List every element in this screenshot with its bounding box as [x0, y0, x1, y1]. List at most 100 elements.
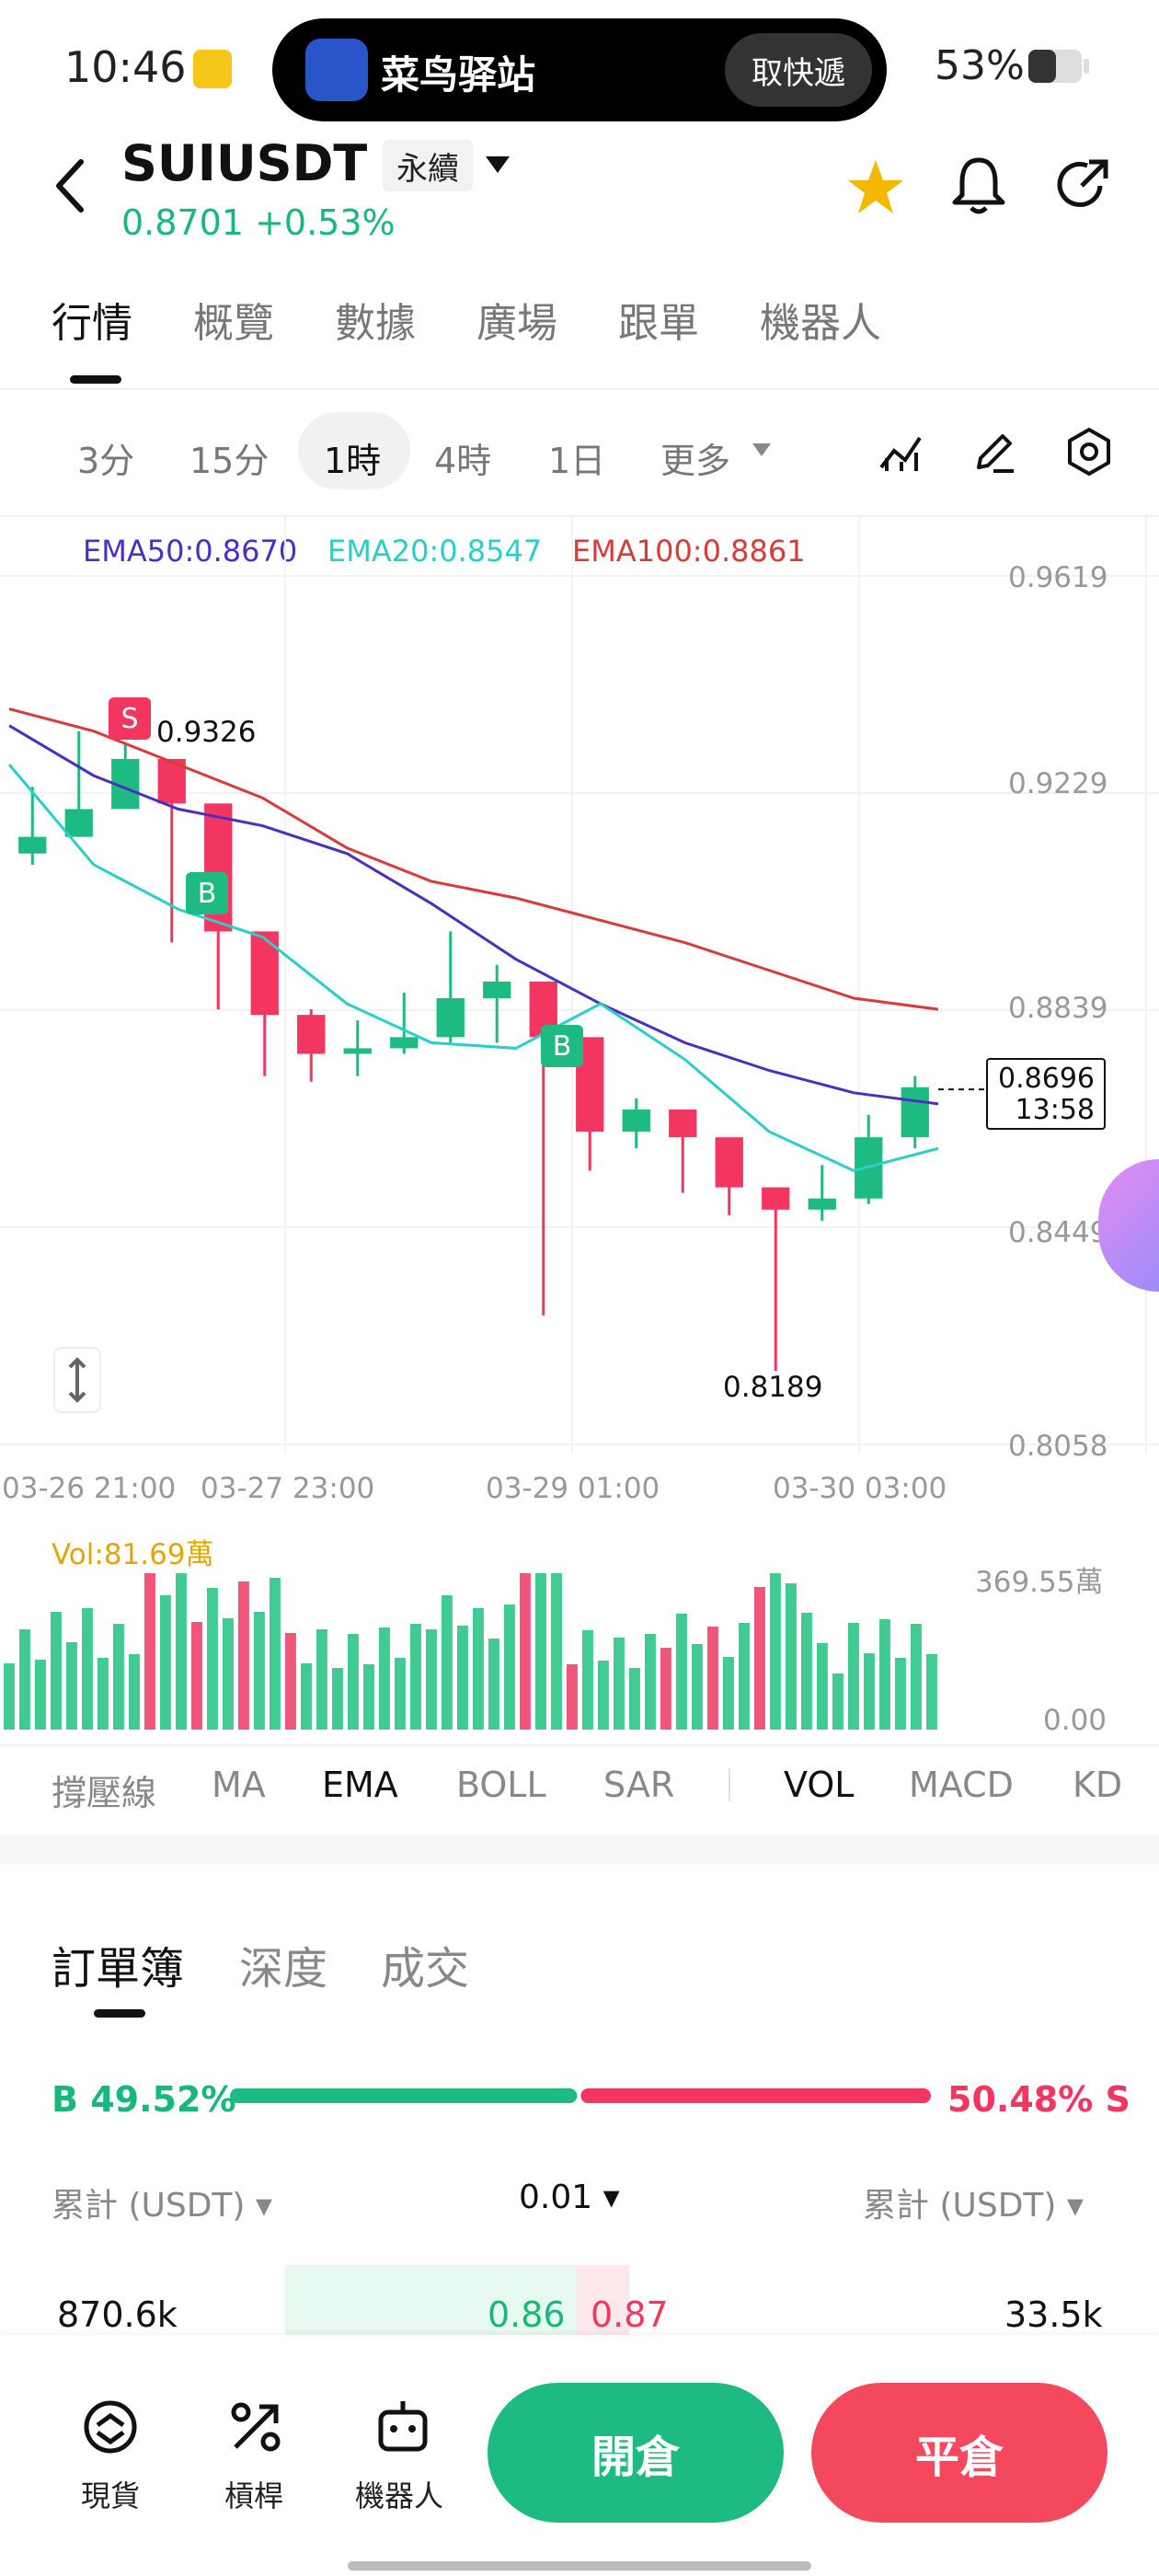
ask-depth-bar: [576, 2265, 629, 2337]
tab-copy-trading[interactable]: 跟單: [618, 300, 699, 347]
candle-body: [343, 1048, 372, 1054]
battery-icon: [1028, 50, 1089, 83]
volume-tick: 369.55萬: [975, 1566, 1104, 1599]
volume-bar: [457, 1626, 468, 1730]
back-icon[interactable]: [52, 156, 88, 215]
volume-bar: [285, 1633, 296, 1730]
leverage-icon[interactable]: [226, 2398, 285, 2456]
sell-signal-marker: S: [109, 697, 151, 740]
indicator-boll[interactable]: BOLL: [456, 1765, 546, 1805]
close-position-button[interactable]: 平倉: [811, 2383, 1107, 2523]
volume-bar: [191, 1622, 202, 1730]
indicator-support-resistance[interactable]: 撐壓線: [52, 1773, 157, 1813]
timeframe-1d[interactable]: 1日: [548, 441, 606, 481]
leverage-label[interactable]: 槓桿: [224, 2478, 284, 2513]
volume-bar: [98, 1658, 109, 1730]
bot-label[interactable]: 機器人: [355, 2478, 444, 2513]
volume-bar: [770, 1573, 781, 1730]
timeframe-4h[interactable]: 4時: [434, 441, 492, 481]
current-price-box: 0.8696 13:58: [986, 1058, 1106, 1130]
x-tick: 03-26 21:00: [2, 1472, 177, 1505]
left-total-header[interactable]: 累計 (USDT) ▾: [52, 2187, 272, 2225]
bot-icon[interactable]: [373, 2398, 432, 2456]
timeframe-selected-bg: [298, 412, 410, 489]
indicator-macd[interactable]: MACD: [909, 1765, 1014, 1805]
ask-price[interactable]: 0.87: [591, 2294, 669, 2335]
candle-body: [808, 1198, 836, 1210]
scale-toggle-icon[interactable]: [53, 1347, 101, 1413]
tab-data[interactable]: 數據: [335, 300, 416, 347]
y-tick: 0.8058: [1008, 1430, 1108, 1463]
right-total-value: 33.5k: [1004, 2294, 1103, 2335]
spot-label[interactable]: 現貨: [81, 2478, 141, 2513]
volume-bar: [832, 1673, 843, 1730]
indicator-ema[interactable]: EMA: [322, 1765, 398, 1805]
symbol-title[interactable]: SUIUSDT: [121, 134, 368, 192]
volume-bar: [113, 1624, 124, 1730]
volume-bar: [363, 1664, 374, 1730]
volume-bar: [911, 1624, 922, 1730]
volume-bar: [238, 1581, 249, 1730]
volume-bar: [817, 1643, 828, 1730]
indicator-ma[interactable]: MA: [212, 1765, 266, 1805]
volume-bar: [488, 1639, 499, 1730]
volume-bar: [895, 1658, 906, 1730]
chart-type-icon[interactable]: [878, 431, 924, 473]
notification-pill[interactable]: 菜鸟驿站 取快遞: [272, 18, 887, 121]
open-position-button[interactable]: 開倉: [488, 2383, 784, 2523]
candle-body: [18, 836, 47, 854]
volume-bar: [35, 1660, 46, 1730]
orderbook-tab-underline: [94, 2009, 145, 2018]
notification-action-button[interactable]: 取快遞: [725, 33, 872, 107]
star-icon[interactable]: [846, 158, 905, 215]
tab-overview[interactable]: 概覽: [193, 300, 274, 347]
timeframe-3m[interactable]: 3分: [77, 441, 135, 481]
share-icon[interactable]: [1054, 158, 1113, 215]
chevron-down-icon[interactable]: [484, 155, 511, 177]
indicator-kd[interactable]: KD: [1073, 1765, 1123, 1805]
x-tick: 03-27 23:00: [201, 1472, 375, 1505]
divider: [0, 388, 1159, 390]
right-total-header[interactable]: 累計 (USDT) ▾: [863, 2187, 1084, 2225]
volume-bar: [19, 1629, 30, 1730]
volume-bar: [51, 1612, 62, 1730]
volume-bar: [316, 1629, 327, 1730]
home-indicator: [348, 2561, 811, 2570]
timeframe-1h[interactable]: 1時: [324, 441, 382, 481]
settings-icon[interactable]: [1065, 427, 1113, 477]
spot-icon[interactable]: [81, 2398, 140, 2456]
indicator-divider: [729, 1768, 730, 1801]
timeframe-15m[interactable]: 15分: [189, 441, 270, 481]
volume-bar: [676, 1614, 687, 1730]
indicator-sar[interactable]: SAR: [603, 1765, 675, 1805]
draw-pencil-icon[interactable]: [971, 429, 1017, 475]
candle-body: [669, 1109, 697, 1138]
buy-signal-marker: B: [186, 872, 228, 914]
volume-bar: [535, 1573, 546, 1730]
tab-bots[interactable]: 機器人: [760, 300, 881, 347]
tab-orderbook[interactable]: 訂單簿: [52, 1943, 185, 1995]
price-chart[interactable]: [0, 515, 1159, 1527]
volume-bar: [739, 1623, 750, 1730]
y-tick: 0.8839: [1008, 992, 1108, 1025]
volume-label: Vol:81.69萬: [52, 1538, 214, 1571]
package-icon: [305, 39, 368, 101]
indicator-vol[interactable]: VOL: [784, 1765, 855, 1805]
tab-square[interactable]: 廣場: [476, 300, 557, 347]
tab-market[interactable]: 行情: [52, 300, 132, 347]
tab-depth[interactable]: 深度: [239, 1943, 328, 1995]
volume-chart: [4, 1573, 937, 1730]
more-chevron-icon[interactable]: [751, 442, 773, 458]
volume-tick: 0.00: [1043, 1704, 1107, 1737]
contract-type-tag[interactable]: 永續: [383, 140, 473, 191]
timeframe-more[interactable]: 更多: [660, 441, 731, 481]
volume-bar: [926, 1654, 937, 1730]
tab-trades[interactable]: 成交: [381, 1943, 470, 1995]
candle-body: [715, 1137, 743, 1188]
volume-bar: [707, 1627, 718, 1730]
bid-price[interactable]: 0.86: [488, 2294, 566, 2335]
bell-icon[interactable]: [951, 155, 1006, 215]
precision-selector[interactable]: 0.01 ▾: [519, 2179, 620, 2216]
candle-body: [250, 931, 279, 1016]
volume-bar: [144, 1573, 155, 1730]
